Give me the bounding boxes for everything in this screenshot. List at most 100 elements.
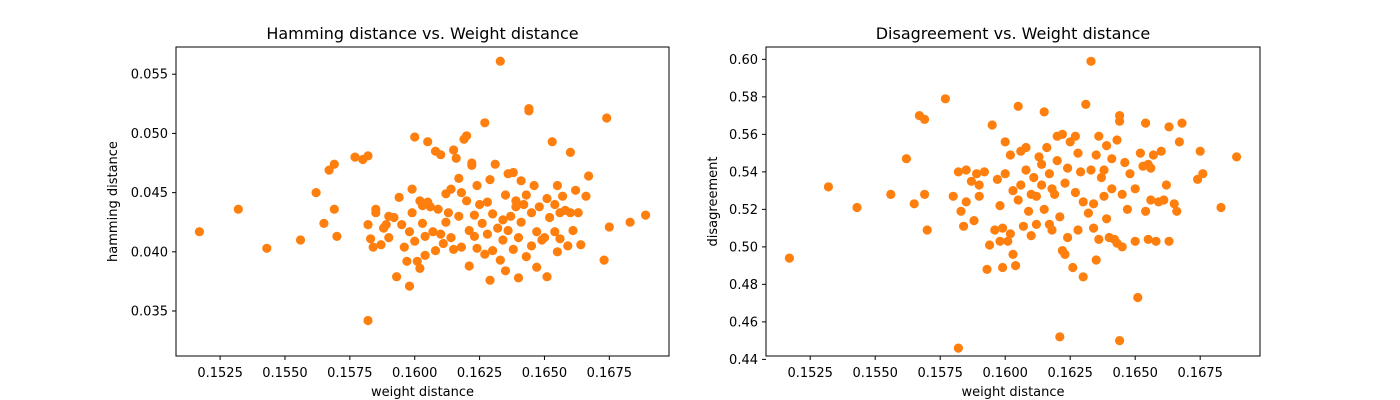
data-point [1107, 184, 1117, 194]
data-point [363, 315, 373, 326]
data-point [482, 229, 492, 239]
data-point [604, 222, 614, 232]
data-point [852, 202, 862, 213]
data-point [1034, 152, 1044, 162]
data-point [446, 233, 456, 243]
data-point [1008, 249, 1018, 259]
data-point [526, 241, 537, 251]
data-point [324, 165, 334, 175]
data-point [516, 176, 526, 186]
data-point [371, 208, 381, 218]
y-tick-label: 0.48 [729, 278, 758, 293]
data-point [974, 180, 984, 190]
data-point [1096, 172, 1106, 183]
data-point [1102, 214, 1112, 224]
x-tick-label: 0.1525 [787, 366, 833, 381]
data-point [500, 266, 511, 276]
data-point [1011, 261, 1021, 271]
data-point [524, 104, 534, 114]
data-point [1031, 219, 1041, 229]
data-point [1060, 178, 1070, 188]
y-tick-label: 0.58 [729, 90, 758, 105]
data-point [985, 240, 995, 250]
y-tick-label: 0.050 [131, 127, 168, 142]
data-point [1039, 204, 1049, 214]
data-point [456, 188, 466, 198]
data-point [1037, 159, 1047, 169]
data-point [1057, 129, 1067, 139]
data-point [404, 227, 415, 237]
data-point [901, 154, 912, 164]
data-point [404, 281, 415, 291]
data-point [1107, 154, 1117, 164]
plot-frame [175, 46, 670, 357]
x-tick-label: 0.1575 [327, 366, 373, 381]
data-point [1076, 167, 1086, 177]
y-tick-label: 0.46 [729, 315, 758, 330]
data-point [464, 225, 474, 236]
chart-title: Hamming distance vs. Weight distance [266, 24, 578, 43]
y-tick-label: 0.54 [729, 165, 758, 180]
data-point [399, 242, 409, 252]
data-point [568, 225, 578, 236]
data-point [449, 145, 459, 155]
data-point [1021, 142, 1031, 153]
data-point [1133, 292, 1143, 303]
data-point [1037, 180, 1047, 190]
data-point [1164, 122, 1174, 132]
data-point [1115, 111, 1125, 121]
data-point [475, 199, 485, 210]
data-point [482, 197, 492, 207]
y-tick-label: 0.50 [729, 240, 758, 255]
data-point [1086, 165, 1096, 175]
data-point [584, 171, 594, 181]
data-point [410, 236, 420, 246]
data-point [1024, 206, 1034, 216]
data-point [987, 120, 997, 130]
data-point [363, 220, 373, 230]
data-point [1174, 137, 1184, 147]
data-point [454, 211, 464, 221]
data-point [433, 204, 443, 214]
data-point [394, 192, 404, 202]
data-point [1146, 195, 1156, 205]
data-point [972, 169, 982, 179]
data-point [1232, 152, 1242, 162]
data-point [532, 262, 542, 272]
data-point [1198, 169, 1208, 179]
data-point [420, 250, 430, 260]
data-point [979, 167, 990, 177]
data-point [472, 243, 482, 253]
data-point [992, 174, 1003, 184]
data-point [886, 189, 896, 199]
data-point [407, 208, 417, 218]
data-point [428, 227, 438, 237]
x-tick-label: 0.1675 [1177, 366, 1223, 381]
y-axis-label: hamming distance [106, 141, 121, 262]
data-point [1044, 169, 1054, 179]
data-point [966, 176, 977, 186]
data-point [438, 238, 448, 249]
y-tick-label: 0.60 [729, 53, 758, 68]
data-point [625, 217, 635, 227]
data-point [498, 215, 508, 225]
data-point [1078, 197, 1088, 207]
data-point [565, 208, 576, 218]
data-point [1117, 242, 1127, 252]
data-point [1008, 186, 1018, 196]
data-point [493, 223, 503, 233]
data-point [420, 231, 430, 241]
data-point [1039, 107, 1049, 117]
x-axis-label: weight distance [371, 385, 474, 400]
data-point [1195, 146, 1205, 156]
data-point [446, 184, 456, 194]
data-point [1073, 225, 1083, 235]
data-point [1060, 249, 1070, 259]
data-point [488, 246, 498, 256]
data-point [602, 113, 612, 123]
data-point [462, 196, 472, 206]
data-point [194, 227, 204, 237]
data-point [1042, 142, 1052, 153]
data-points [194, 56, 651, 326]
y-tick-label: 0.045 [131, 186, 168, 201]
